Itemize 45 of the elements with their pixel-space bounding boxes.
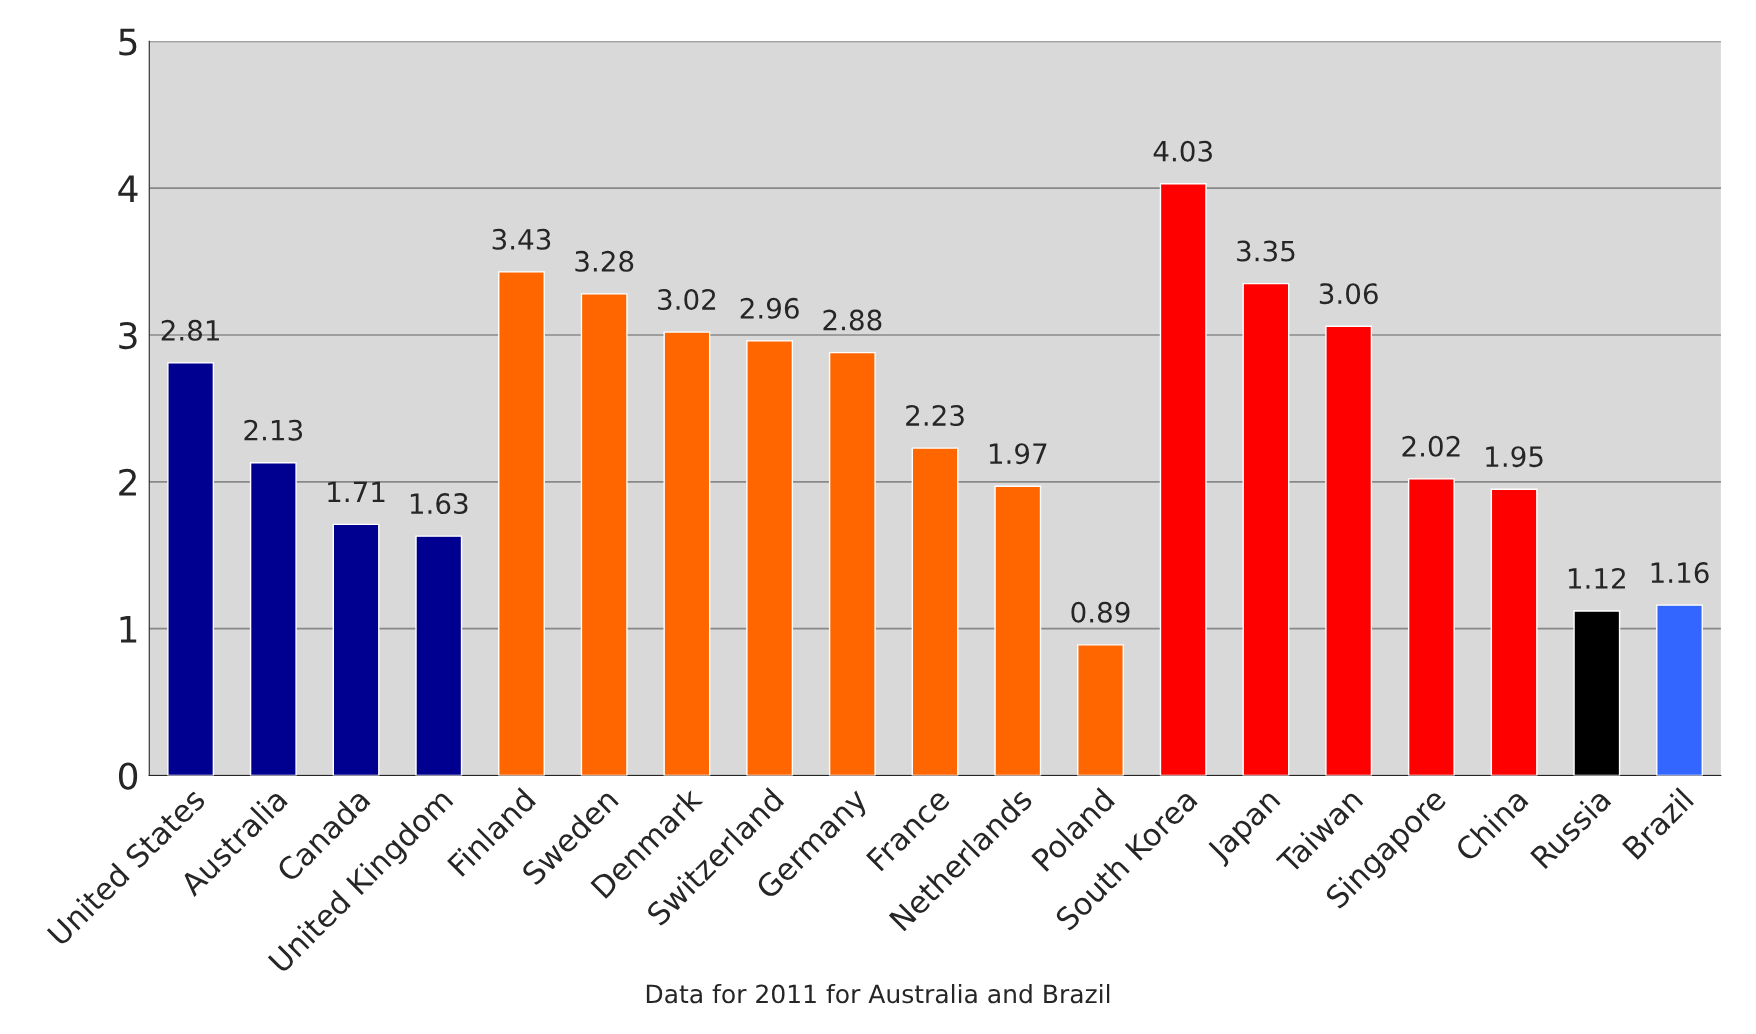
data-label: 1.71 — [328, 481, 385, 502]
bar — [249, 462, 297, 776]
data-label: 2.88 — [823, 309, 882, 331]
data-label: 3.35 — [1237, 240, 1295, 262]
data-label: 3.43 — [492, 228, 551, 250]
y-tick-label: 2 — [119, 468, 136, 496]
bar — [415, 535, 463, 776]
text: Data for 2011 for Australia and Brazil — [646, 983, 1110, 1004]
bar — [1159, 183, 1207, 776]
data-label: 2.13 — [244, 419, 303, 441]
bar — [1242, 282, 1290, 776]
data-label: 2.02 — [1402, 435, 1460, 457]
bar — [663, 331, 711, 776]
data-label: 1.95 — [1486, 446, 1543, 468]
bar — [994, 485, 1042, 776]
y-tick-label: 4 — [118, 175, 138, 202]
data-label: 2.23 — [906, 405, 964, 427]
data-label: 3.02 — [658, 289, 716, 311]
data-label: 1.16 — [1651, 562, 1709, 584]
data-label: 0.89 — [1071, 601, 1130, 623]
bar — [911, 447, 959, 776]
bar — [167, 362, 215, 776]
bar — [1656, 604, 1703, 776]
data-label: 3.28 — [575, 250, 634, 272]
bar — [746, 340, 794, 776]
y-tick-label: 5 — [119, 28, 137, 56]
bar — [580, 293, 628, 776]
data-label: 1.97 — [989, 443, 1047, 465]
bar — [1077, 644, 1124, 776]
data-label: 2.81 — [161, 319, 219, 341]
bar — [332, 523, 380, 776]
bar — [1407, 478, 1455, 776]
data-label: 2.96 — [740, 297, 799, 319]
bar — [1490, 488, 1538, 776]
data-label: 4.03 — [1153, 140, 1212, 162]
bar — [1325, 325, 1373, 776]
y-tick-label: 3 — [119, 321, 137, 350]
data-label: 1.63 — [410, 493, 468, 515]
data-label: 1.12 — [1568, 567, 1625, 589]
y-tick-label: 0 — [118, 762, 138, 790]
y-tick-label: 1 — [120, 616, 137, 643]
bar — [1573, 610, 1621, 776]
data-label: 3.06 — [1319, 283, 1378, 305]
bar — [828, 351, 876, 776]
bar — [498, 271, 545, 776]
